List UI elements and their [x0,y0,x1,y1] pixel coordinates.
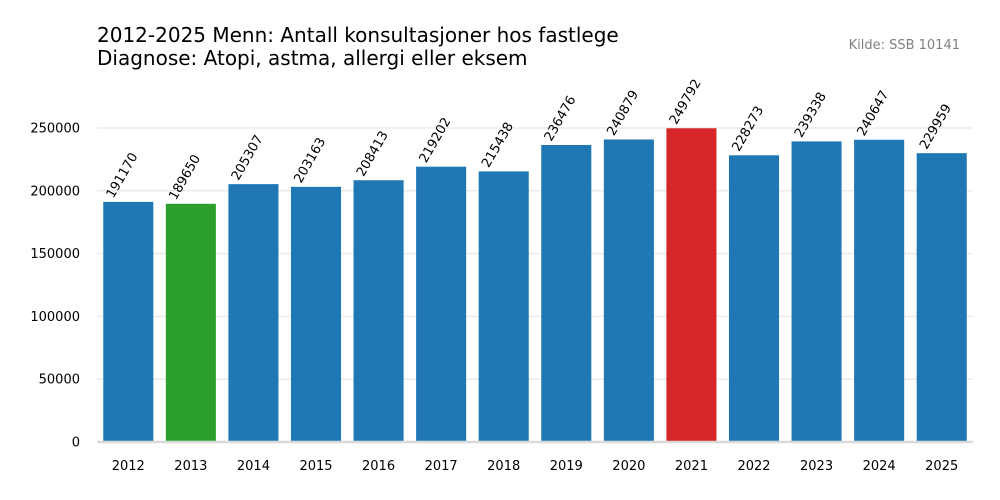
bar-2017 [416,166,467,442]
x-tick-label: 2018 [487,459,520,474]
bar-2021 [666,128,717,443]
x-tick-label: 2023 [800,459,833,474]
bars [103,128,967,443]
x-tick-label: 2021 [675,459,708,474]
data-label-2015: 203163 [291,135,329,185]
data-label-2024: 240647 [855,88,893,138]
data-label-2019: 236476 [542,93,580,143]
bar-2015 [290,186,342,442]
bar-2016 [353,180,404,442]
x-axis-ticks: 2012 2013 2014 2015 2016 2017 2018 2019 2020 2021… [112,459,959,474]
y-tick-label: 100000 [30,310,80,325]
data-label-2016: 208413 [354,129,392,179]
x-tick-label: 2017 [425,459,458,474]
data-label-2020: 240879 [604,88,642,138]
y-tick-label: 0 [72,436,80,451]
data-label-2017: 219202 [417,115,455,165]
bar-2020 [603,139,654,442]
bar-2023 [791,141,842,442]
y-axis-ticks: 0 50000 100000 150000 200000 250000 [30,122,80,451]
data-label-2021: 249792 [667,77,705,127]
x-tick-label: 2022 [737,459,770,474]
data-label-2022: 228273 [729,104,767,154]
data-label-2025: 229959 [917,102,955,152]
bar-2018 [478,171,529,443]
data-label-2012: 191170 [104,150,142,200]
y-tick-label: 200000 [30,184,80,199]
x-tick-label: 2019 [550,459,583,474]
x-tick-label: 2016 [362,459,395,474]
chart-title: 2012-2025 Menn: Antall konsultasjoner ho… [97,24,619,70]
source-note: Kilde: SSB 10141 [848,38,960,53]
x-tick-label: 2015 [299,459,332,474]
bar-2025 [916,153,967,442]
x-tick-label: 2013 [174,459,207,474]
x-tick-label: 2012 [112,459,145,474]
data-label-2014: 205307 [229,133,267,183]
bar-2019 [541,144,592,442]
bar-2013 [165,203,216,442]
x-tick-label: 2024 [863,459,896,474]
x-tick-label: 2020 [612,459,645,474]
data-label-2023: 239338 [792,90,830,140]
bar-2014 [228,184,279,443]
bar-2012 [103,201,154,442]
y-tick-label: 50000 [39,373,80,388]
data-label-2013: 189650 [166,152,204,202]
bar-2024 [854,139,905,442]
y-tick-label: 250000 [30,122,80,137]
bar-2022 [728,155,780,442]
chart-title-line-1: 2012-2025 Menn: Antall konsultasjoner ho… [97,23,619,47]
x-tick-label: 2025 [925,459,958,474]
x-tick-label: 2014 [237,459,270,474]
chart-title-line-2: Diagnose: Atopi, astma, allergi eller ek… [97,46,528,70]
y-tick-label: 150000 [30,247,80,262]
